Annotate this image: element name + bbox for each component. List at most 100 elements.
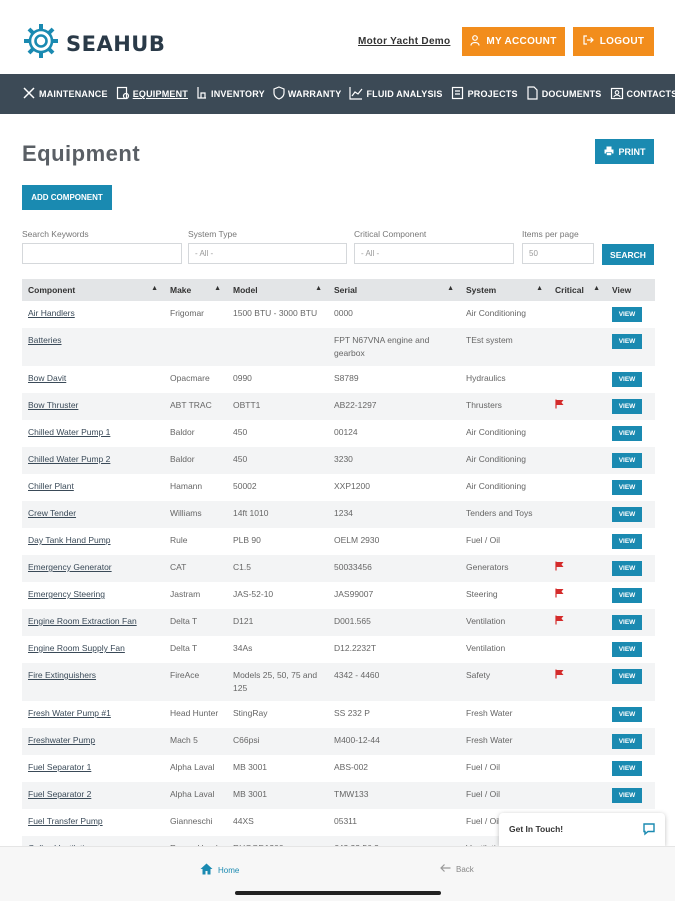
seahub-logo[interactable]: SEAHUB [22,22,165,65]
component-link[interactable]: Day Tank Hand Pump [28,535,111,545]
system-type-select[interactable]: - All - [188,243,347,264]
critical-component-label: Critical Component [354,229,427,239]
nav-item-equipment[interactable]: EQUIPMENT [116,86,188,102]
cell-make: Jastram [170,589,201,599]
column-header-serial[interactable]: Serial ▲︎ [328,279,460,301]
view-button[interactable]: VIEW [612,734,642,749]
critical-flag-icon [555,399,564,412]
print-label: PRINT [618,146,646,157]
table-row: Chilled Water Pump 2 Baldor 450 3230 Air Con… [22,447,655,474]
component-link[interactable]: Fire Extinguishers [22,663,164,701]
component-link[interactable]: Bow Davit [28,373,67,383]
home-indicator-bar [235,891,441,895]
nav-label: PROJECTS [467,89,518,99]
component-link[interactable]: Chiller Plant [28,481,74,491]
view-button[interactable]: VIEW [612,761,642,776]
view-button[interactable]: VIEW [612,534,642,549]
brand-name: SEAHUB [66,31,166,56]
table-row: Fuel Separator 1 Alpha Laval MB 3001 ABS-00… [22,755,655,782]
nav-item-inventory[interactable]: INVENTORY [196,86,265,102]
column-header-make[interactable]: Make ▲︎ [164,279,227,301]
view-button[interactable]: VIEW [612,507,642,522]
view-button[interactable]: VIEW [612,399,642,414]
search-button[interactable]: SEARCH [602,244,654,265]
app-header: SEAHUB Motor Yacht Demo MY ACCOUNT LOGOU… [0,0,675,74]
cell-view: VIEW [606,636,655,663]
view-button[interactable]: VIEW [612,453,642,468]
view-button[interactable]: VIEW [612,707,642,722]
nav-item-warranty[interactable]: WARRANTY [273,86,342,102]
view-button[interactable]: VIEW [612,588,642,603]
nav-item-projects[interactable]: PROJECTS [451,86,518,102]
component-link[interactable]: Emergency Generator [22,555,164,582]
keywords-input[interactable] [22,243,182,264]
cell-system: Fresh Water [466,708,513,718]
cell-model: JAS-52-10 [233,589,274,599]
view-button[interactable]: VIEW [612,669,642,684]
component-link[interactable]: Chilled Water Pump 2 [22,447,164,474]
component-link[interactable]: Engine Room Supply Fan [28,643,125,653]
view-button[interactable]: VIEW [612,561,642,576]
column-header-component[interactable]: Component ▲︎ [22,279,164,301]
nav-label: EQUIPMENT [132,89,189,99]
component-link[interactable]: Engine Room Extraction Fan [22,609,164,636]
nav-item-fluid-analysis[interactable]: FLUID ANALYSIS [349,86,442,102]
component-link[interactable]: Air Handlers [28,308,75,318]
column-header-model[interactable]: Model ▲︎ [227,279,328,301]
cell-critical [549,366,606,393]
view-button[interactable]: VIEW [612,788,642,803]
my-account-button[interactable]: MY ACCOUNT [462,27,565,56]
view-button[interactable]: VIEW [612,642,642,657]
logout-button[interactable]: LOGOUT [573,27,654,56]
nav-item-contacts[interactable]: CONTACTS [610,86,675,102]
component-link[interactable]: Fuel Transfer Pump [28,816,103,826]
cell-model: OBTT1 [227,393,328,420]
component-link[interactable]: Fuel Separator 2 [22,782,164,809]
get-in-touch-widget[interactable]: Get In Touch! [499,813,665,846]
cell-critical [549,528,606,555]
component-link[interactable]: Crew Tender [22,501,164,528]
cell-serial: OELM 2930 [334,535,380,545]
cell-serial: TMW133 [328,782,460,809]
cell-make: FireAce [164,663,227,701]
view-button[interactable]: VIEW [612,372,642,387]
cell-serial: M400-12-44 [328,728,460,755]
view-button[interactable]: VIEW [612,480,642,495]
print-button[interactable]: PRINT [595,139,654,164]
cell-view: VIEW [606,420,655,447]
table-row: Batteries FPT N67VNA engine and gearbox TE… [22,328,655,366]
cell-critical [549,636,606,663]
component-link[interactable]: Batteries [22,328,164,366]
component-link[interactable]: Chilled Water Pump 1 [28,427,111,437]
items-per-page-input[interactable]: 50 [522,243,594,264]
view-button[interactable]: VIEW [612,615,642,630]
cell-model: 50002 [233,481,257,491]
component-link[interactable]: Fuel Separator 1 [28,762,92,772]
cell-critical [549,555,606,582]
cell-system: Generators [460,555,549,582]
cell-critical [549,609,606,636]
cell-view: VIEW [606,782,655,809]
add-component-button[interactable]: ADD COMPONENT [22,185,112,210]
home-nav-button[interactable]: Home [200,863,239,877]
component-link[interactable]: Fresh Water Pump #1 [28,708,111,718]
component-link[interactable]: Freshwater Pump [22,728,164,755]
table-row: Engine Room Extraction Fan Delta T D121 D00… [22,609,655,636]
view-button[interactable]: VIEW [612,307,642,322]
view-button[interactable]: VIEW [612,426,642,441]
equipment-icon [116,86,130,102]
vessel-name-link[interactable]: Motor Yacht Demo [358,36,451,47]
cell-model: 34As [233,643,253,653]
nav-item-maintenance[interactable]: MAINTENANCE [22,86,108,102]
component-link[interactable]: Emergency Steering [28,589,106,599]
component-link[interactable]: Bow Thruster [22,393,164,420]
view-button[interactable]: VIEW [612,334,642,349]
back-nav-button[interactable]: Back [440,863,474,875]
cell-serial: 50033456 [328,555,460,582]
column-header-system[interactable]: System ▲︎ [460,279,549,301]
cell-system: Safety [460,663,549,701]
nav-item-documents[interactable]: DOCUMENTS [526,86,602,102]
critical-component-select[interactable]: - All - [354,243,514,264]
column-header-critical[interactable]: Critical ▲︎ [549,279,606,301]
chart-icon [349,86,363,102]
